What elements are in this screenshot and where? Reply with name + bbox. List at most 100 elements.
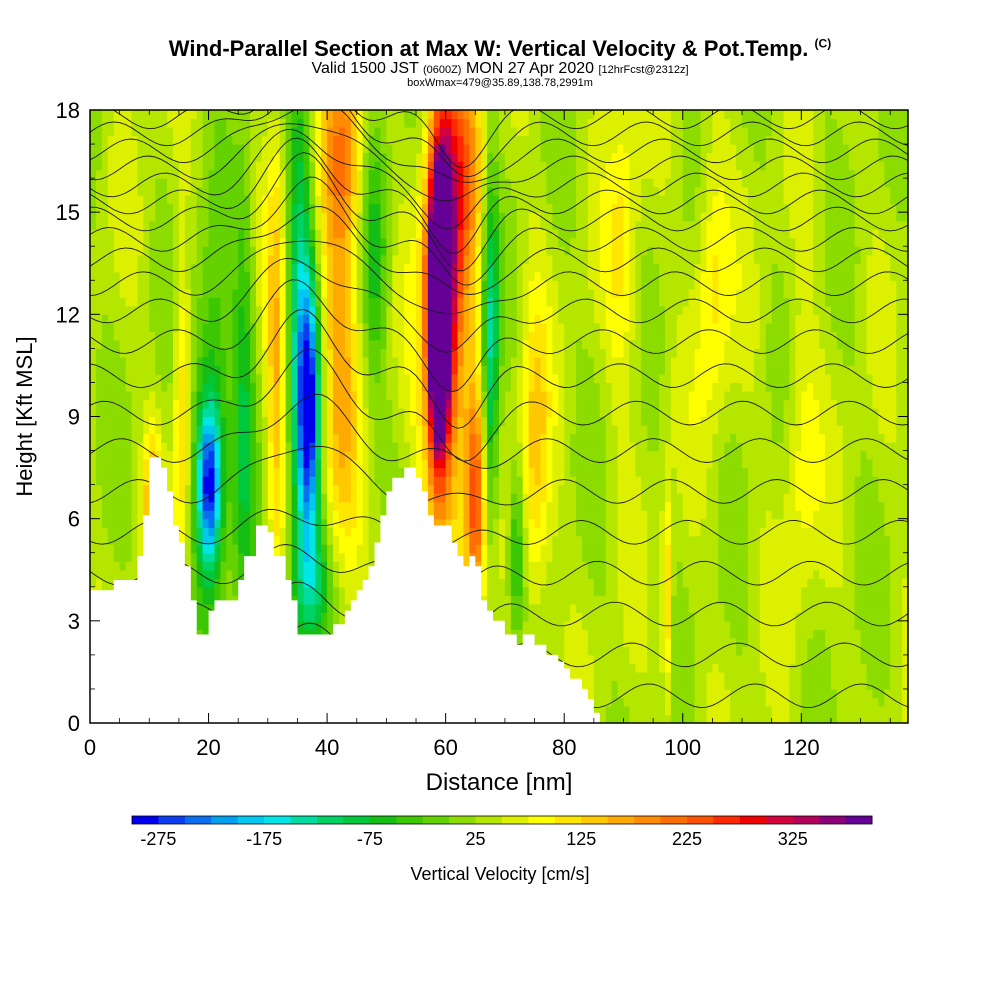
velocity-cell — [694, 484, 702, 494]
velocity-cell — [617, 637, 625, 647]
velocity-cell — [297, 459, 304, 469]
velocity-cell — [493, 459, 500, 469]
velocity-cell — [623, 705, 631, 716]
velocity-cell — [581, 646, 589, 656]
velocity-cell — [344, 467, 352, 477]
velocity-cell — [878, 535, 885, 545]
velocity-cell — [765, 416, 773, 426]
velocity-cell — [789, 484, 796, 494]
velocity-cell — [623, 459, 631, 469]
velocity-cell — [510, 433, 518, 443]
velocity-cell — [439, 467, 447, 477]
velocity-cell — [398, 433, 405, 443]
velocity-cell — [842, 493, 850, 503]
velocity-cell — [659, 467, 666, 477]
velocity-cell — [605, 586, 613, 596]
velocity-cell — [647, 629, 654, 639]
velocity-cell — [742, 688, 749, 699]
velocity-cell — [469, 535, 476, 545]
velocity-cell — [321, 467, 328, 477]
velocity-cell — [789, 629, 796, 639]
velocity-cell — [504, 535, 512, 545]
velocity-cell — [261, 450, 269, 460]
velocity-cell — [795, 552, 802, 562]
velocity-cell — [890, 544, 897, 554]
velocity-cell — [315, 493, 322, 503]
velocity-cell — [581, 527, 589, 537]
velocity-cell — [623, 586, 631, 596]
velocity-cell — [742, 620, 749, 630]
velocity-cell — [742, 493, 749, 503]
velocity-cell — [866, 612, 874, 622]
velocity-cell — [848, 671, 856, 682]
velocity-cell — [125, 518, 133, 528]
velocity-cell — [350, 484, 358, 494]
velocity-cell — [682, 527, 690, 537]
velocity-cell — [896, 561, 903, 571]
velocity-cell — [896, 467, 903, 477]
velocity-cell — [617, 578, 625, 588]
velocity-cell — [789, 493, 796, 503]
velocity-cell — [653, 527, 660, 537]
velocity-cell — [232, 578, 239, 588]
velocity-cell — [771, 629, 779, 639]
velocity-cell — [902, 476, 908, 486]
velocity-cell — [362, 476, 370, 486]
velocity-cell — [664, 688, 672, 699]
velocity-cell — [641, 620, 648, 630]
velocity-cell — [765, 544, 773, 554]
velocity-cell — [700, 578, 708, 588]
velocity-cell — [617, 459, 625, 469]
velocity-cell — [451, 535, 459, 545]
velocity-cell — [202, 552, 210, 562]
velocity-cell — [742, 518, 749, 528]
velocity-cell — [333, 501, 340, 511]
velocity-cell — [172, 416, 180, 426]
velocity-cell — [742, 552, 749, 562]
velocity-cell — [202, 527, 210, 537]
velocity-cell — [427, 425, 435, 435]
velocity-cell — [350, 578, 358, 588]
velocity-cell — [718, 697, 725, 707]
velocity-cell — [694, 450, 702, 460]
velocity-cell — [190, 442, 198, 452]
velocity-cell — [682, 603, 690, 613]
velocity-cell — [623, 518, 631, 528]
velocity-cell — [641, 510, 648, 520]
velocity-cell — [250, 467, 257, 477]
velocity-cell — [350, 501, 358, 511]
velocity-cell — [552, 552, 559, 562]
velocity-cell — [576, 671, 583, 682]
velocity-cell — [333, 433, 340, 443]
velocity-cell — [670, 518, 678, 528]
velocity-cell — [670, 544, 678, 554]
velocity-cell — [664, 629, 672, 639]
velocity-cell — [688, 680, 696, 690]
velocity-cell — [564, 646, 571, 656]
velocity-cell — [890, 680, 897, 690]
velocity-cell — [244, 433, 251, 443]
velocity-cell — [801, 697, 808, 707]
velocity-cell — [226, 535, 233, 545]
velocity-cell — [493, 510, 500, 520]
velocity-cell — [333, 510, 340, 520]
velocity-cell — [635, 637, 642, 647]
velocity-cell — [374, 450, 382, 460]
velocity-cell — [226, 433, 233, 443]
velocity-cell — [552, 569, 559, 579]
velocity-cell — [789, 586, 796, 596]
velocity-cell — [552, 629, 559, 639]
velocity-cell — [653, 612, 660, 622]
velocity-cell — [795, 544, 802, 554]
velocity-cell — [564, 476, 571, 486]
velocity-cell — [659, 697, 666, 707]
velocity-cell — [842, 476, 850, 486]
velocity-cell — [765, 425, 773, 435]
velocity-cell — [670, 697, 678, 707]
velocity-cell — [724, 416, 731, 426]
velocity-cell — [220, 442, 227, 452]
velocity-cell — [238, 569, 245, 579]
velocity-cell — [291, 450, 299, 460]
velocity-cell — [581, 552, 589, 562]
velocity-cell — [291, 552, 299, 562]
